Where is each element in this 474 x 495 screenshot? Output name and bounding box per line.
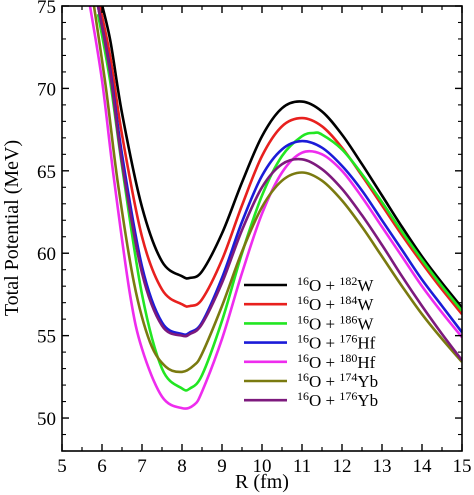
x-tick-label: 14	[413, 456, 433, 477]
x-tick-label: 8	[177, 456, 187, 477]
x-tick-label: 6	[97, 456, 107, 477]
y-tick-label: 75	[37, 0, 56, 18]
y-tick-label: 70	[37, 79, 56, 100]
y-axis-label: Total Potential (MeV)	[1, 140, 23, 316]
legend-entry: 16O + 176Hf	[297, 332, 376, 353]
ticks-layer: 5 6 7 8 9 10 11 12 13 14 15 50 55 60 65 70 75	[37, 0, 472, 477]
legend-entry: 16O + 186W	[297, 312, 374, 333]
series-line-6	[96, 6, 462, 362]
x-tick-label: 7	[137, 456, 147, 477]
legend-entry: 16O + 182W	[297, 274, 374, 295]
y-tick-label: 50	[37, 409, 56, 430]
legend-entry: 16O + 176Yb	[297, 389, 378, 410]
x-tick-label: 11	[293, 456, 311, 477]
x-tick-label: 9	[217, 456, 227, 477]
legend-entry: 16O + 180Hf	[297, 351, 376, 372]
series-line-5	[92, 6, 462, 374]
x-tick-label: 13	[373, 456, 392, 477]
legend-entry: 16O + 184W	[297, 293, 374, 314]
series-line-2	[96, 13, 462, 392]
x-tick-label: 10	[253, 456, 272, 477]
x-tick-label: 15	[453, 456, 472, 477]
series-line-1	[98, 6, 462, 316]
x-tick-label: 5	[57, 456, 67, 477]
x-tick-label: 12	[333, 456, 352, 477]
series-layer	[88, 6, 462, 410]
legend-entry: 16O + 174Yb	[297, 370, 378, 391]
y-tick-label: 55	[37, 327, 56, 348]
x-axis-label: R (fm)	[235, 471, 289, 493]
series-line-0	[100, 6, 462, 309]
series-line-3	[96, 6, 462, 336]
series-line-4	[88, 6, 462, 410]
y-tick-label: 60	[37, 244, 56, 265]
y-tick-label: 65	[37, 162, 56, 183]
